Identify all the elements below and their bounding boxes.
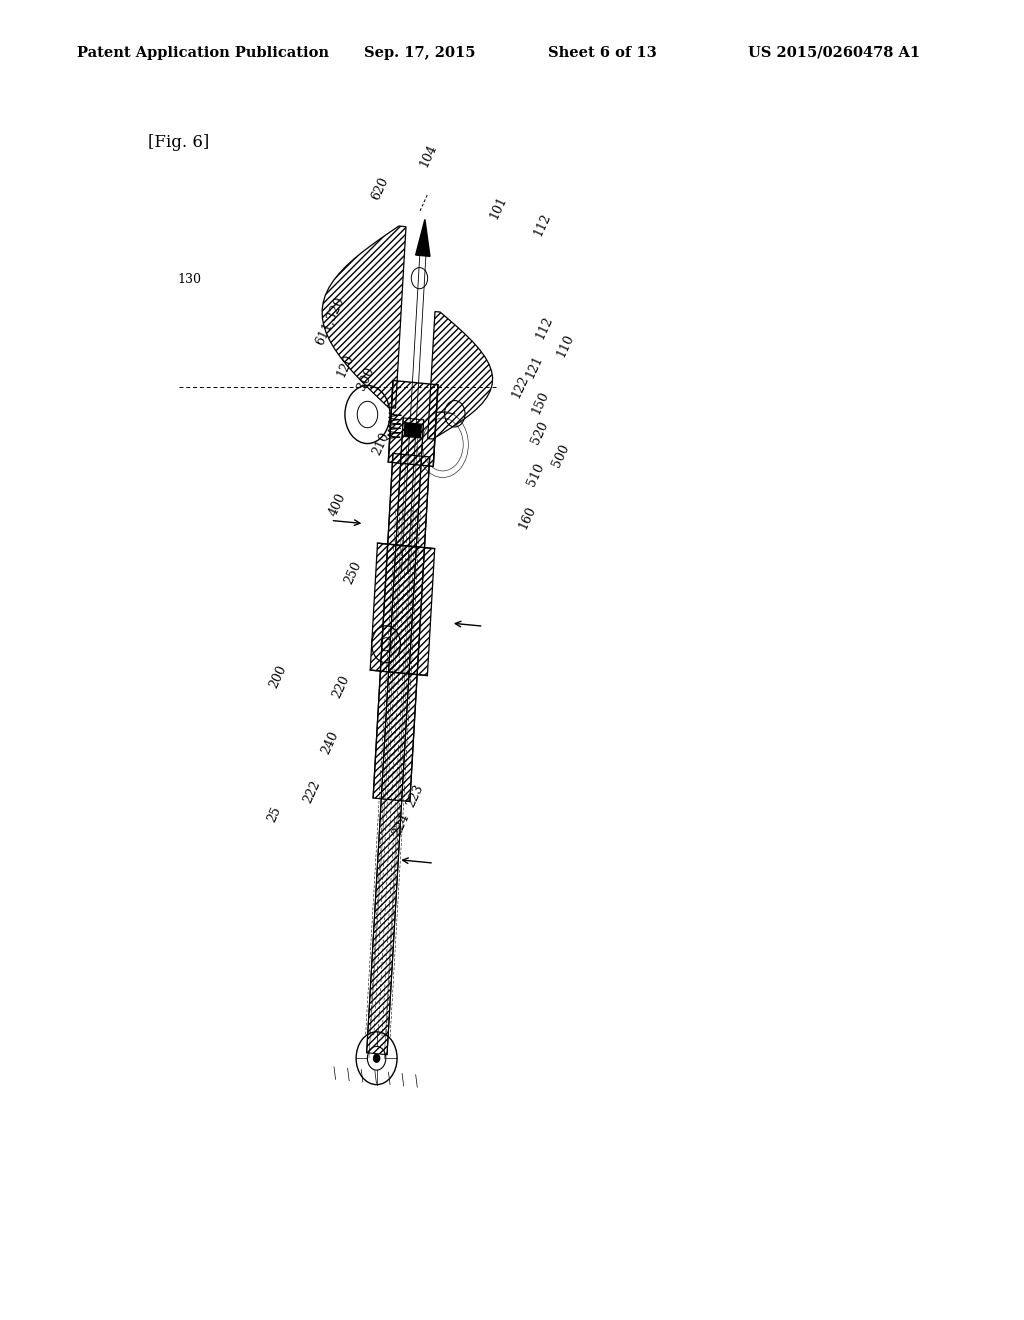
- Text: 104: 104: [417, 143, 439, 169]
- Text: 300: 300: [354, 366, 377, 392]
- Polygon shape: [416, 219, 430, 256]
- Text: US 2015/0260478 A1: US 2015/0260478 A1: [748, 46, 920, 59]
- Text: 160: 160: [516, 504, 539, 531]
- Text: 121: 121: [523, 354, 546, 380]
- Text: 150: 150: [529, 389, 552, 416]
- Text: 120: 120: [334, 352, 356, 379]
- Text: Sep. 17, 2015: Sep. 17, 2015: [364, 46, 475, 59]
- Text: 520: 520: [528, 420, 551, 446]
- Text: 224: 224: [390, 812, 413, 838]
- Text: 500: 500: [550, 442, 572, 469]
- Text: 210: 210: [370, 430, 392, 457]
- Text: 510: 510: [524, 462, 547, 488]
- Text: 200: 200: [267, 664, 290, 690]
- Text: 112: 112: [534, 314, 556, 341]
- Polygon shape: [404, 422, 421, 438]
- Text: 223: 223: [403, 783, 426, 809]
- Circle shape: [374, 1055, 380, 1063]
- Text: 130: 130: [177, 273, 202, 286]
- Text: Patent Application Publication: Patent Application Publication: [77, 46, 329, 59]
- Text: 611,320: 611,320: [313, 294, 346, 347]
- Text: 240: 240: [318, 730, 341, 756]
- Text: [Fig. 6]: [Fig. 6]: [148, 135, 210, 150]
- Text: 620: 620: [369, 176, 391, 202]
- Text: 110: 110: [554, 333, 577, 359]
- Text: 400: 400: [327, 491, 349, 517]
- Text: 101: 101: [487, 194, 510, 220]
- Text: 122: 122: [509, 374, 531, 400]
- Text: 112: 112: [531, 211, 554, 238]
- Text: 220: 220: [330, 673, 352, 700]
- Text: Sheet 6 of 13: Sheet 6 of 13: [548, 46, 656, 59]
- Text: 25: 25: [265, 805, 284, 824]
- Text: 222: 222: [301, 779, 324, 805]
- Text: 250: 250: [342, 560, 365, 586]
